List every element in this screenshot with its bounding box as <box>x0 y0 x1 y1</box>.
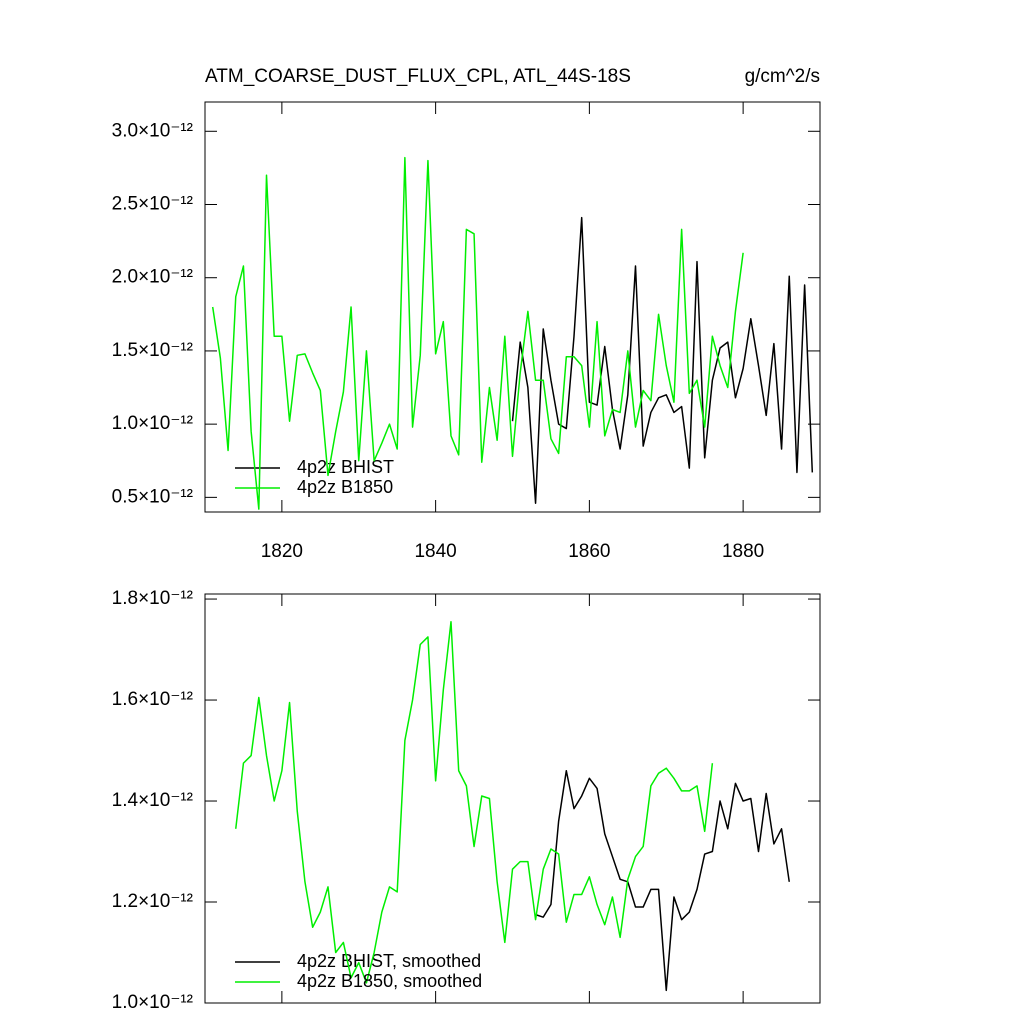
y-tick-label: 1.0×10⁻¹² <box>112 992 193 1013</box>
series-line <box>235 621 714 984</box>
chart-title: ATM_COARSE_DUST_FLUX_CPL, ATL_44S-18S <box>205 66 631 87</box>
plot-frame <box>204 101 821 513</box>
legend-label: 4p2z B1850 <box>297 477 393 497</box>
units-label: g/cm^2/s <box>745 66 820 87</box>
legend-label: 4p2z B1850, smoothed <box>297 971 482 991</box>
legend-label: 4p2z BHIST <box>297 457 394 477</box>
series-line <box>535 769 790 992</box>
y-tick-label: 1.8×10⁻¹² <box>112 588 193 609</box>
x-tick-label: 1880 <box>722 541 764 562</box>
y-tick-label: 1.5×10⁻¹² <box>112 340 193 361</box>
plot-frame <box>204 593 821 1004</box>
y-tick-label: 1.0×10⁻¹² <box>112 413 193 434</box>
x-tick-label: 1840 <box>414 541 456 562</box>
y-tick-label: 2.5×10⁻¹² <box>112 194 193 215</box>
y-tick-label: 1.6×10⁻¹² <box>112 689 193 710</box>
y-tick-label: 1.2×10⁻¹² <box>112 891 193 912</box>
x-tick-label: 1860 <box>568 541 610 562</box>
y-tick-label: 0.5×10⁻¹² <box>112 486 193 507</box>
y-tick-label: 2.0×10⁻¹² <box>112 267 193 288</box>
series-line <box>511 216 814 504</box>
y-tick-label: 3.0×10⁻¹² <box>112 120 193 141</box>
x-tick-label: 1820 <box>261 541 303 562</box>
legend-label: 4p2z BHIST, smoothed <box>297 951 481 971</box>
y-tick-label: 1.4×10⁻¹² <box>112 790 193 811</box>
series-line <box>211 156 744 510</box>
